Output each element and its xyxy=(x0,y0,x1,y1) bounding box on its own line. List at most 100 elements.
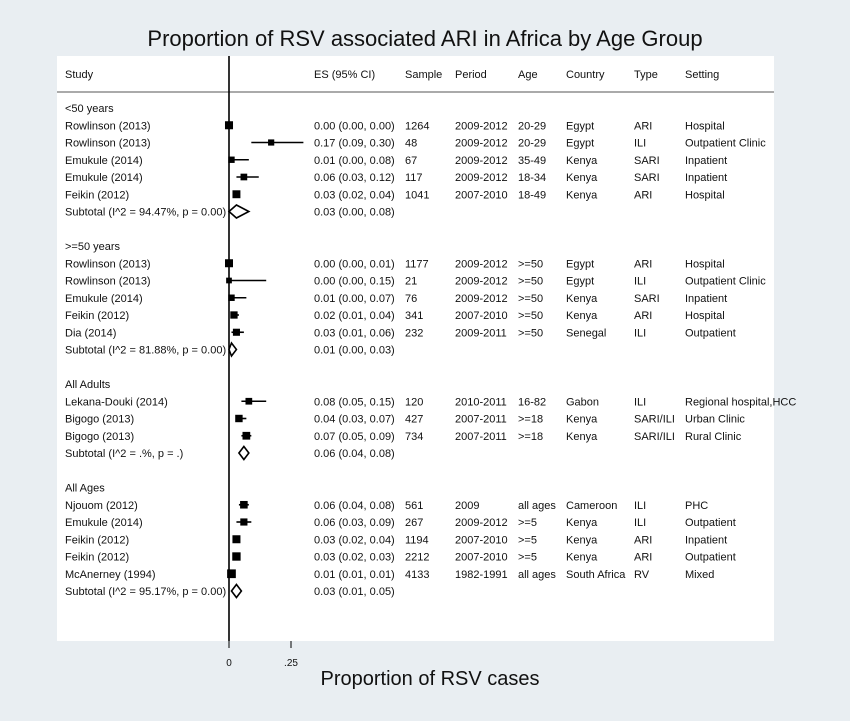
study-period: 2009-2012 xyxy=(455,172,508,184)
country: Egypt xyxy=(566,138,594,150)
es-ci-value: 0.08 (0.05, 0.15) xyxy=(314,396,395,408)
study-name: Emukule (2014) xyxy=(65,155,143,167)
case-type: ILI xyxy=(634,517,646,529)
country: Gabon xyxy=(566,396,599,408)
age-group: 16-82 xyxy=(518,396,546,408)
subtotal-es-ci: 0.03 (0.00, 0.08) xyxy=(314,207,395,219)
country: Kenya xyxy=(566,189,598,201)
point-estimate xyxy=(242,431,251,440)
sample-size: 120 xyxy=(405,396,423,408)
case-type: ILI xyxy=(634,500,646,512)
study-name: Rowlinson (2013) xyxy=(65,258,151,270)
age-group: all ages xyxy=(518,500,556,512)
study-name: Emukule (2014) xyxy=(65,517,143,529)
country: Kenya xyxy=(566,552,598,564)
point-estimate xyxy=(228,156,235,163)
subtotal-es-ci: 0.06 (0.04, 0.08) xyxy=(314,448,395,460)
es-ci-value: 0.01 (0.01, 0.01) xyxy=(314,569,395,581)
case-type: ARI xyxy=(634,552,652,564)
study-setting: Outpatient xyxy=(685,327,736,339)
es-ci-value: 0.04 (0.03, 0.07) xyxy=(314,414,395,426)
study-name: Rowlinson (2013) xyxy=(65,276,151,288)
case-type: SARI/ILI xyxy=(634,431,675,443)
study-setting: Outpatient xyxy=(685,552,736,564)
study-setting: Hospital xyxy=(685,310,725,322)
plot-area xyxy=(57,56,774,641)
subtotal-es-ci: 0.01 (0.00, 0.03) xyxy=(314,345,395,357)
es-ci-value: 0.06 (0.04, 0.08) xyxy=(314,500,395,512)
subtotal-diamond xyxy=(227,204,251,219)
study-name: Rowlinson (2013) xyxy=(65,138,151,150)
point-estimate xyxy=(232,190,241,199)
study-period: 1982-1991 xyxy=(455,569,508,581)
country: Cameroon xyxy=(566,500,617,512)
chart-title: Proportion of RSV associated ARI in Afri… xyxy=(147,26,703,51)
study-name: Feikin (2012) xyxy=(65,189,129,201)
study-period: 2009-2012 xyxy=(455,517,508,529)
subtotal-es-ci: 0.03 (0.01, 0.05) xyxy=(314,586,395,598)
x-tick-label: 0 xyxy=(226,658,232,669)
case-type: ARI xyxy=(634,189,652,201)
age-group: >=50 xyxy=(518,310,543,322)
case-type: SARI xyxy=(634,172,660,184)
point-estimate xyxy=(225,259,233,268)
study-setting: Inpatient xyxy=(685,534,727,546)
case-type: ILI xyxy=(634,327,646,339)
es-ci-value: 0.03 (0.02, 0.04) xyxy=(314,189,395,201)
age-group: >=18 xyxy=(518,431,543,443)
study-setting: Hospital xyxy=(685,120,725,132)
country: Kenya xyxy=(566,310,598,322)
group-label: All Adults xyxy=(65,379,111,391)
study-name: McAnerney (1994) xyxy=(65,569,156,581)
study-setting: Outpatient Clinic xyxy=(685,138,766,150)
group-label: >=50 years xyxy=(65,241,121,253)
age-group: 18-34 xyxy=(518,172,546,184)
es-ci-value: 0.00 (0.00, 0.00) xyxy=(314,120,395,132)
age-group: 18-49 xyxy=(518,189,546,201)
study-name: Feikin (2012) xyxy=(65,534,129,546)
country: Kenya xyxy=(566,517,598,529)
country: Kenya xyxy=(566,172,598,184)
sample-size: 117 xyxy=(405,172,423,184)
age-group: 20-29 xyxy=(518,138,546,150)
point-estimate xyxy=(228,294,235,301)
study-name: Njouom (2012) xyxy=(65,500,138,512)
case-type: SARI/ILI xyxy=(634,414,675,426)
study-name: Lekana-Douki (2014) xyxy=(65,396,168,408)
sample-size: 4133 xyxy=(405,569,429,581)
study-period: 2009 xyxy=(455,500,479,512)
study-name: Bigogo (2013) xyxy=(65,431,134,443)
country: Egypt xyxy=(566,120,594,132)
age-group: >=50 xyxy=(518,327,543,339)
sample-size: 48 xyxy=(405,138,417,150)
es-ci-value: 0.03 (0.02, 0.03) xyxy=(314,552,395,564)
es-ci-value: 0.06 (0.03, 0.09) xyxy=(314,517,395,529)
case-type: ARI xyxy=(634,310,652,322)
subtotal-diamond xyxy=(228,341,238,358)
age-group: >=50 xyxy=(518,293,543,305)
sample-size: 67 xyxy=(405,155,417,167)
es-ci-value: 0.00 (0.00, 0.15) xyxy=(314,276,395,288)
age-group: 35-49 xyxy=(518,155,546,167)
country: Kenya xyxy=(566,534,598,546)
study-setting: Outpatient xyxy=(685,517,736,529)
case-type: ARI xyxy=(634,258,652,270)
column-header-period: Period xyxy=(455,69,487,81)
column-header-study: Study xyxy=(65,69,94,81)
age-group: >=5 xyxy=(518,517,537,529)
column-header-type: Type xyxy=(634,69,658,81)
point-estimate xyxy=(235,414,243,423)
study-setting: Mixed xyxy=(685,569,714,581)
sample-size: 1041 xyxy=(405,189,429,201)
case-type: ILI xyxy=(634,138,646,150)
age-group: >=50 xyxy=(518,258,543,270)
point-estimate xyxy=(230,311,238,319)
x-tick-label: .25 xyxy=(284,658,298,669)
study-setting: Outpatient Clinic xyxy=(685,276,766,288)
country: South Africa xyxy=(566,569,626,581)
case-type: SARI xyxy=(634,155,660,167)
case-type: ILI xyxy=(634,396,646,408)
study-setting: PHC xyxy=(685,500,708,512)
study-period: 2009-2012 xyxy=(455,155,508,167)
